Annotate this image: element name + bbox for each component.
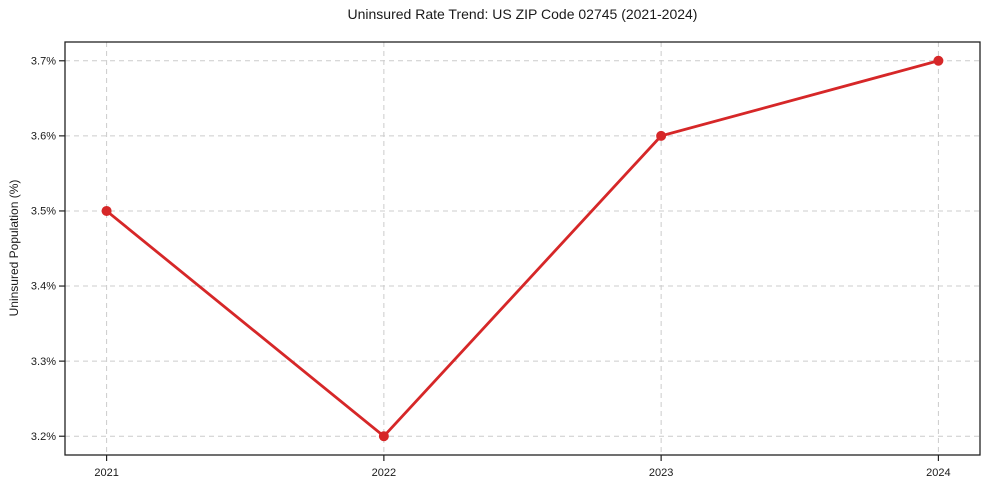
x-tick-label: 2024 (926, 467, 950, 479)
data-point-marker (378, 431, 389, 442)
x-tick-label: 2023 (649, 467, 673, 479)
y-tick-label: 3.5% (31, 206, 56, 218)
plot-border (64, 41, 981, 456)
y-tick-label: 3.4% (31, 281, 56, 293)
data-point-marker (101, 205, 112, 216)
y-tick-label: 3.2% (31, 431, 56, 443)
y-tick-label: 3.7% (31, 55, 56, 67)
data-point-marker (656, 130, 667, 141)
x-tick-label: 2022 (372, 467, 396, 479)
y-tick-label: 3.3% (31, 356, 56, 368)
trend-line (105, 59, 940, 438)
y-tick-label: 3.6% (31, 130, 56, 142)
chart-title: Uninsured Rate Trend: US ZIP Code 02745 … (347, 6, 698, 22)
x-tick-label: 2021 (94, 467, 118, 479)
data-point-marker (933, 55, 944, 66)
